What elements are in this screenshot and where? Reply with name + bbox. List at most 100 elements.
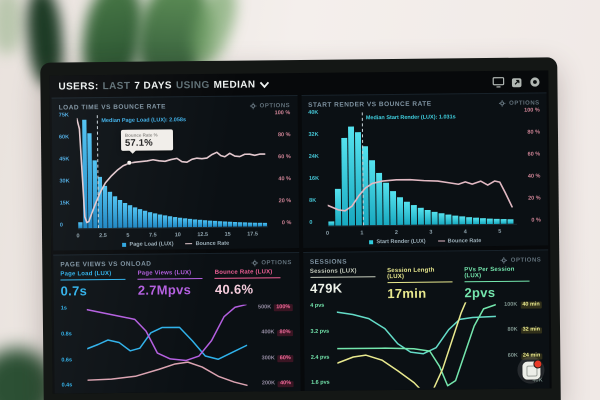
- metric: Session Length (LUX) 17min: [387, 267, 465, 301]
- y-axis-tick: 0 %: [281, 220, 292, 227]
- data-point-marker: [127, 161, 132, 166]
- metric-value: 40.6%: [214, 281, 254, 297]
- series-line: [336, 310, 496, 354]
- median-line: [362, 112, 363, 225]
- y-axis-left: 75K 60K 45K 30K 15K 0: [58, 112, 78, 239]
- chat-launcher-button[interactable]: [517, 356, 545, 384]
- plant-leaf: [0, 0, 22, 54]
- metric: PVs Per Session (LUX) 2pvs: [464, 266, 542, 300]
- y-axis-tick: 0: [59, 222, 64, 229]
- histogram-bars: [327, 126, 513, 226]
- x-axis-tick: 1: [360, 230, 364, 237]
- median-annotation: Median Page Load (LUX): 2.058s: [101, 117, 187, 125]
- range-label: 7 DAYS: [134, 79, 173, 92]
- legend-item[interactable]: Start Render (LUX): [369, 238, 426, 245]
- series-line: [87, 327, 247, 361]
- x-axis-tick: 0: [325, 230, 330, 237]
- y-axis-tick: 60 %: [278, 154, 291, 161]
- chat-icon: [521, 358, 542, 380]
- median-label: MEDIAN: [213, 78, 256, 91]
- options-label: OPTIONS: [259, 102, 291, 109]
- y-axis-tick: 60 %: [527, 151, 541, 158]
- y-axis-tick: 40 %: [278, 176, 291, 183]
- y-axis-tick: 60K: [58, 134, 70, 141]
- legend-label: Page Load (LUX): [129, 240, 174, 248]
- y-axis-tick: 15K: [59, 200, 70, 207]
- y-axis-tick: 24K: [308, 153, 319, 161]
- x-axis-tick: 7.5: [148, 232, 157, 239]
- y-axis-tick: 0 %: [531, 217, 541, 225]
- last-label: LAST: [102, 80, 131, 92]
- legend-marker: [369, 239, 374, 244]
- metric-underline: [464, 280, 530, 283]
- series-line: [87, 362, 247, 387]
- legend-label: Start Render (LUX): [376, 238, 426, 245]
- y-axis-right: 100 % 80 % 60 % 40 % 20 % 0 %: [516, 107, 541, 234]
- sessions-chart: 4 pvs 3.2 pvs 2.4 pvs 1.6 pvs 100K 40 min 80K 3…: [310, 301, 543, 391]
- metrics-row: Page Load (LUX) 0.7s Page Views (LUX) 2.7Mp…: [60, 269, 292, 304]
- median-annotation: Median Start Render (LUX): 1.031s: [365, 114, 456, 122]
- y-axis-tick: 75K: [58, 112, 69, 119]
- y-axis-tick: 0.4s: [61, 382, 73, 389]
- help-icon[interactable]: [529, 76, 540, 87]
- legend-item[interactable]: Bounce Rate: [185, 240, 230, 247]
- tooltip-value: 57.1%: [124, 137, 153, 149]
- secondary-value: 40%: [278, 380, 294, 388]
- legend-item[interactable]: Page Load (LUX): [122, 240, 174, 248]
- options-button[interactable]: OPTIONS: [249, 102, 291, 110]
- y-axis-tick: 1s: [60, 305, 67, 312]
- bounce-rate-line: [77, 117, 266, 223]
- dashboard-title-dropdown[interactable]: USERS: LAST 7 DAYS USING MEDIAN: [58, 78, 270, 93]
- metric-label: Bounce Rate (LUX): [214, 269, 273, 276]
- plot-canvas: Median Page Load (LUX): 2.058s Bounce Rat…: [76, 113, 268, 230]
- y-axis-tick: 32K: [308, 131, 319, 139]
- y-axis-tick: 40K: [308, 109, 319, 116]
- k-value: 200K: [261, 380, 276, 387]
- gear-icon: [249, 102, 257, 110]
- options-label: OPTIONS: [261, 259, 292, 266]
- y-axis-tick: 500K 100%: [258, 304, 293, 311]
- legend-item[interactable]: Bounce Rate: [437, 237, 482, 244]
- secondary-value: 32 min: [520, 327, 543, 335]
- y-axis-tick: 100K 40 min: [504, 301, 542, 309]
- y-axis-tick: 100 %: [274, 110, 291, 117]
- metrics-row: Sessions (LUX) 479K Session Length (LUX) 17…: [310, 266, 542, 301]
- y-axis-tick: 30K: [59, 178, 70, 185]
- y-axis-tick: 100 %: [524, 107, 540, 114]
- metric-label: Page Views (LUX): [137, 270, 192, 277]
- y-axis-tick: 200K 40%: [261, 380, 294, 388]
- users-label: USERS:: [58, 80, 99, 93]
- metric: Page Views (LUX) 2.7Mpvs: [138, 270, 216, 304]
- panel-sessions: SESSIONS OPTIONS Sessions (LUX) 479K Sessi…: [302, 249, 550, 391]
- panel-title: PAGE VIEWS VS ONLOAD: [60, 260, 152, 269]
- options-button[interactable]: OPTIONS: [501, 256, 542, 264]
- plot-canvas: Median Start Render (LUX): 1.031s: [326, 110, 517, 227]
- display-icon[interactable]: [492, 76, 505, 88]
- options-button[interactable]: OPTIONS: [251, 259, 292, 267]
- legend-label: Bounce Rate: [447, 237, 482, 244]
- y-axis-tick: 0.8s: [61, 331, 72, 338]
- metric-value: 479K: [310, 280, 343, 296]
- legend-label: Bounce Rate: [195, 240, 230, 247]
- metric-label: PVs Per Session (LUX): [464, 266, 515, 280]
- y-axis-tick: 1.6 pvs: [311, 380, 330, 387]
- metric-value: 2.7Mpvs: [137, 282, 192, 298]
- share-icon[interactable]: [511, 76, 522, 87]
- options-button[interactable]: OPTIONS: [499, 99, 540, 107]
- dashboard-header: USERS: LAST 7 DAYS USING MEDIAN: [49, 70, 548, 97]
- y-axis-left: 4 pvs 3.2 pvs 2.4 pvs 1.6 pvs: [310, 303, 337, 391]
- k-value: 100K: [504, 301, 518, 308]
- k-value: 60K: [507, 352, 518, 359]
- metric-underline: [214, 277, 280, 279]
- using-label: USING: [175, 79, 210, 91]
- panel-title: SESSIONS: [309, 258, 348, 266]
- y-axis-tick: 20 %: [278, 198, 292, 205]
- secondary-value: 80%: [277, 329, 293, 337]
- gear-icon: [251, 259, 259, 267]
- y-axis-tick: 80 %: [277, 132, 291, 139]
- metric-label: Sessions (LUX): [309, 268, 357, 275]
- k-value: 400K: [261, 329, 275, 336]
- x-axis-tick: 3: [429, 229, 433, 236]
- metric-underline: [137, 278, 203, 280]
- page-views-chart: 1s 0.8s 0.6s 0.4s 500K 100% 400K 80% 300K 60% 200K…: [60, 304, 294, 393]
